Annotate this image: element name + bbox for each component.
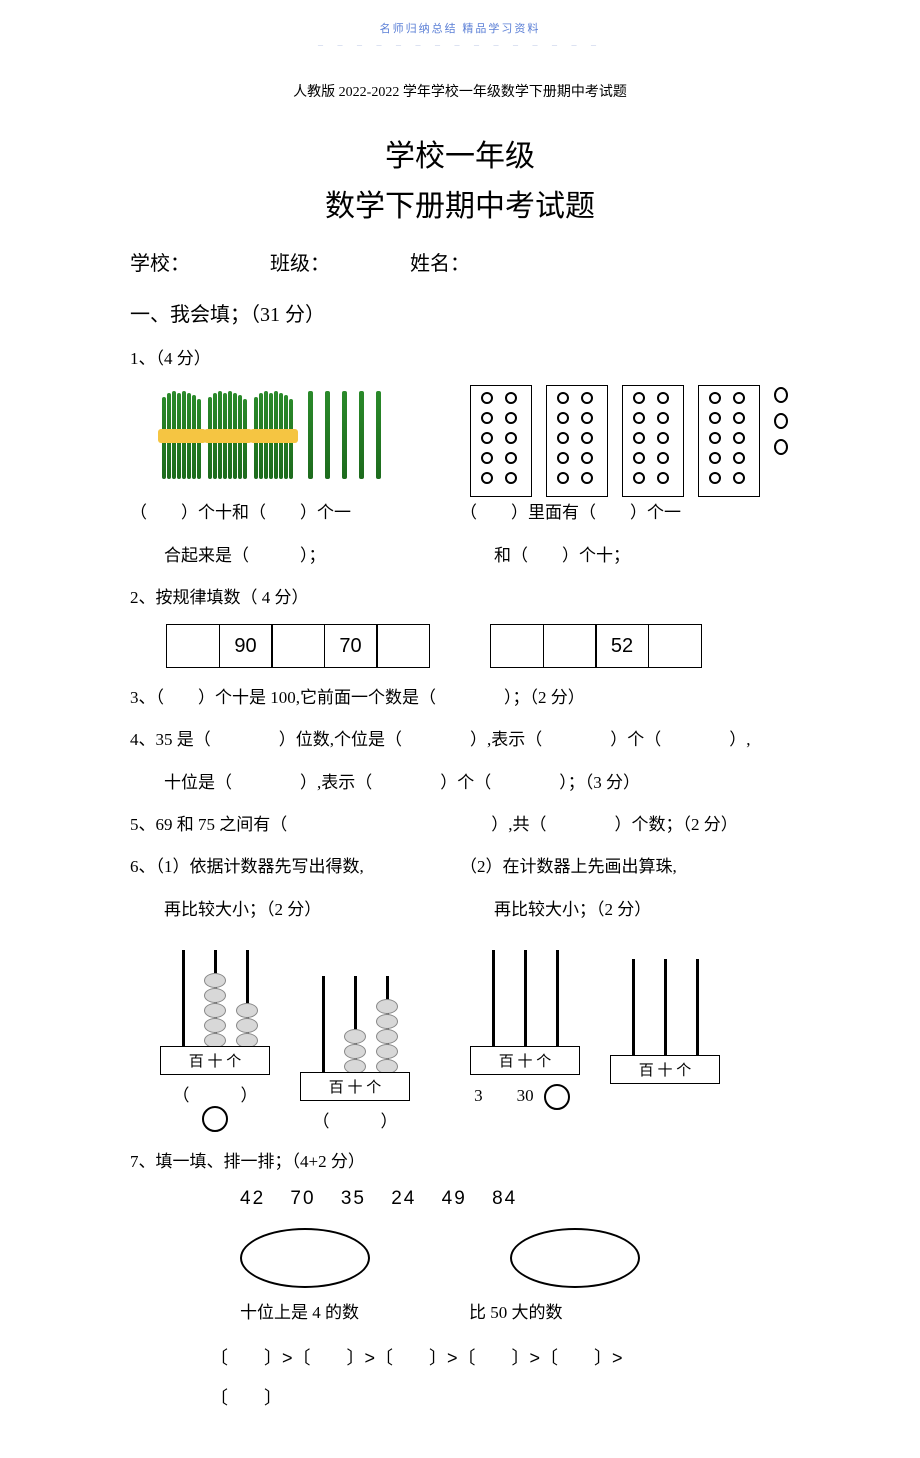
- q2-table1: 90 70: [166, 624, 430, 668]
- school-label: 学校：: [130, 247, 190, 276]
- q6-right-head: （2）在计数器上先画出算珠,: [460, 851, 790, 883]
- q2-head: 2、按规律填数（ 4 分）: [130, 582, 790, 614]
- abacus-empty: 百 十 个: [610, 957, 720, 1110]
- info-row: 学校： 班级： 姓名：: [130, 247, 790, 276]
- q7-bracket-row2: 〔 〕: [210, 1379, 790, 1419]
- abacus: 百 十 个 （ ）: [300, 974, 410, 1132]
- num-cell: 52: [595, 624, 649, 668]
- q6-left-head: 6、（1）依据计数器先写出得数,: [130, 851, 460, 883]
- brand-text: 名师归纳总结 精品学习资料: [130, 20, 790, 36]
- dot-box: [622, 385, 684, 497]
- q4b: 十位是（ ）,表示（ ）个（ ）；（3 分）: [130, 767, 790, 799]
- q1-figures: [130, 385, 790, 497]
- q7-bracket-row1: 〔 〕>〔 〕>〔 〕>〔 〕>〔 〕>: [210, 1339, 790, 1379]
- q1-right-line2: 和（ ）个十；: [460, 540, 790, 572]
- title-line2: 数学下册期中考试题: [130, 181, 790, 225]
- q1-left-line1: （ ）个十和（ ）个一: [130, 497, 460, 529]
- dot-box: [546, 385, 608, 497]
- single-stick: [342, 391, 347, 479]
- oval-shape: [240, 1228, 370, 1288]
- abacus-base: 百 十 个: [160, 1046, 270, 1075]
- compare-circle-icon: [202, 1106, 228, 1132]
- num-cell: [376, 624, 430, 668]
- q4a: 4、35 是（ ）位数,个位是（ ）,表示（ ）个（ ）,: [130, 724, 790, 756]
- sticks-figure: [160, 391, 460, 479]
- q1-left-line2: 合起来是（ ）；: [130, 540, 460, 572]
- header-dots: – – – – – – – – – – – – – – –: [130, 40, 790, 51]
- num-cell: 90: [219, 624, 273, 668]
- abacus-base: 百 十 个: [470, 1046, 580, 1075]
- num-cell: [543, 624, 597, 668]
- q6-n2: 30: [517, 1086, 534, 1105]
- abacus: 百 十 个 （ ）: [160, 948, 270, 1132]
- abacus-empty: 百 十 个 3 30: [470, 948, 580, 1110]
- q2-tables: 90 70 52: [166, 624, 790, 668]
- single-stick: [376, 391, 381, 479]
- stick-bundle: [160, 391, 204, 479]
- single-stick: [325, 391, 330, 479]
- num-cell: [490, 624, 544, 668]
- num-cell: [271, 624, 325, 668]
- q5: 5、69 和 75 之间有（ ）,共（ ）个数；（2 分）: [130, 809, 790, 841]
- q6-left-sub: 再比较大小；（2 分）: [130, 894, 460, 926]
- stick-bundle: [206, 391, 250, 479]
- extra-dots: [774, 385, 788, 455]
- oval-shape: [510, 1228, 640, 1288]
- abacus-base: 百 十 个: [300, 1072, 410, 1101]
- title-line1: 学校一年级: [130, 131, 790, 175]
- q7-label1: 十位上是 4 的数: [240, 1298, 359, 1323]
- q3: 3、（ ）个十是 100,它前面一个数是（ ）；（2 分）: [130, 682, 790, 714]
- num-cell: [166, 624, 220, 668]
- paren-left: （ ）: [173, 1086, 258, 1105]
- num-cell: 70: [324, 624, 378, 668]
- q7-head: 7、填一填、排一排；（4+2 分）: [130, 1146, 790, 1178]
- class-label: 班级：: [270, 247, 330, 276]
- q7-label2: 比 50 大的数: [469, 1298, 563, 1323]
- dot-box: [698, 385, 760, 497]
- name-label: 姓名：: [410, 247, 470, 276]
- q1-head: 1、（4 分）: [130, 343, 790, 375]
- section1-head: 一、我会填；（31 分）: [130, 298, 790, 327]
- stick-bundle: [252, 391, 296, 479]
- q2-table2: 52: [490, 624, 702, 668]
- q1-right-line1: （ ）里面有（ ）个一: [460, 497, 790, 529]
- q7-numbers: 42 70 35 24 49 84: [240, 1188, 790, 1210]
- dot-boxes: [470, 385, 790, 497]
- q6-right-sub: 再比较大小；（2 分）: [460, 894, 790, 926]
- compare-circle-icon: [544, 1084, 570, 1110]
- abacus-base: 百 十 个: [610, 1055, 720, 1084]
- q6-n1: 3: [474, 1086, 483, 1105]
- q7-ovals: [240, 1228, 790, 1288]
- dot-box: [470, 385, 532, 497]
- paren-right: （ ）: [300, 1107, 410, 1132]
- single-stick: [359, 391, 364, 479]
- num-cell: [648, 624, 702, 668]
- doc-meta: 人教版 2022-2022 学年学校一年级数学下册期中考试题: [130, 81, 790, 101]
- single-stick: [308, 391, 313, 479]
